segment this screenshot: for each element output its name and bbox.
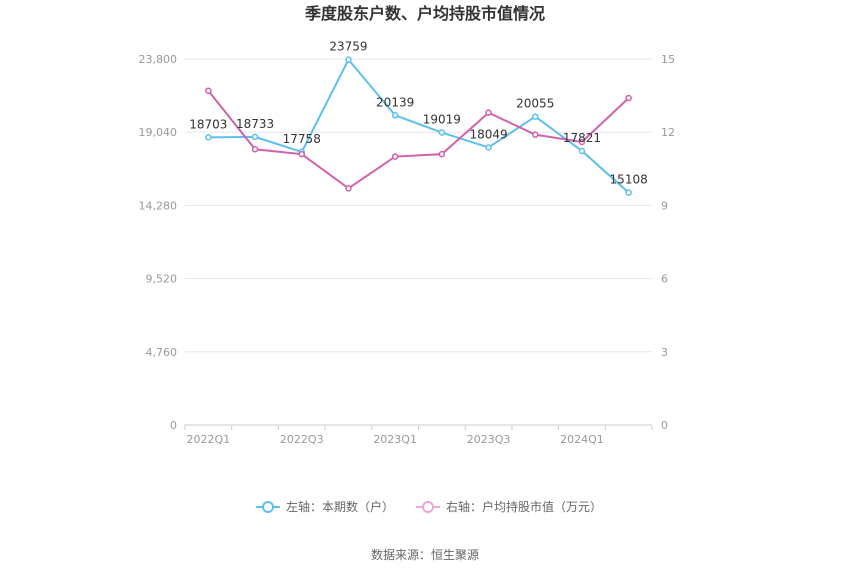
data-point[interactable] <box>625 94 632 102</box>
x-tick-label: 2023Q3 <box>467 433 511 446</box>
data-point[interactable] <box>345 185 352 192</box>
series-layer <box>205 56 632 196</box>
data-point[interactable] <box>205 134 212 141</box>
y-right-tick-label: 0 <box>661 419 668 432</box>
data-point[interactable] <box>485 144 492 151</box>
chart-title: 季度股东户数、户均持股市值情况 <box>304 4 545 23</box>
y-left-tick-label: 0 <box>170 419 177 432</box>
data-point[interactable] <box>438 129 446 136</box>
data-point[interactable] <box>251 146 259 153</box>
y-left-tick-label: 19,040 <box>139 126 178 139</box>
data-label: 23759 <box>329 40 367 54</box>
x-tick-label: 2024Q1 <box>560 433 604 446</box>
data-point[interactable] <box>532 113 539 120</box>
data-point[interactable] <box>578 138 586 146</box>
data-label: 17758 <box>283 132 321 146</box>
data-point[interactable] <box>391 153 399 160</box>
legend-item-1[interactable]: 右轴：户均持股市值（万元） <box>416 499 602 514</box>
data-label: 18049 <box>469 127 507 141</box>
legend-label: 左轴：本期数（户） <box>286 499 394 514</box>
legend-item-0[interactable]: 左轴：本期数（户） <box>256 499 394 514</box>
data-point[interactable] <box>438 150 446 158</box>
data-point[interactable] <box>251 133 259 141</box>
data-label: 19019 <box>423 113 461 127</box>
y-left-tick-label: 9,520 <box>146 273 178 286</box>
y-right-tick-label: 6 <box>661 273 668 286</box>
data-point[interactable] <box>391 112 399 119</box>
grid <box>185 58 652 353</box>
y-right-tick-label: 12 <box>661 126 675 139</box>
data-point[interactable] <box>345 56 352 63</box>
legend[interactable]: 左轴：本期数（户） 右轴：户均持股市值（万元） <box>256 499 602 514</box>
series-line-1 <box>207 90 630 190</box>
legend-label: 右轴：户均持股市值（万元） <box>446 499 602 514</box>
x-tick-label: 2022Q1 <box>187 433 231 446</box>
y-right-tick-label: 9 <box>661 199 668 212</box>
y-right-tick-label: 3 <box>661 346 668 359</box>
y-left-tick-label: 23,800 <box>139 53 178 66</box>
y-left-tick-label: 4,760 <box>146 346 178 359</box>
series-line-0 <box>208 57 630 194</box>
y-left-tick-label: 14,280 <box>139 199 178 212</box>
data-point[interactable] <box>625 189 632 196</box>
source-note: 数据来源：恒生聚源 <box>371 547 479 562</box>
data-label: 20055 <box>516 97 554 111</box>
data-label: 18733 <box>236 117 274 131</box>
y-right-tick-label: 15 <box>661 53 675 66</box>
data-label: 18703 <box>189 117 227 131</box>
x-tick-label: 2023Q1 <box>373 433 417 446</box>
data-point[interactable] <box>298 150 305 158</box>
data-point[interactable] <box>532 131 539 138</box>
data-point[interactable] <box>205 87 212 94</box>
data-label: 17821 <box>563 131 601 145</box>
data-label: 15108 <box>610 173 648 187</box>
axes: 0 4,760 9,520 14,280 19,040 23,800 0 3 6 9 12 15 202… <box>139 53 676 446</box>
legend-marker <box>422 501 434 513</box>
x-tick-label: 2022Q3 <box>280 433 324 446</box>
data-labels: 18703 18733 17758 23759 20139 19019 18049 20055… <box>189 40 647 187</box>
data-point[interactable] <box>485 109 492 116</box>
data-point[interactable] <box>578 147 586 155</box>
legend-marker <box>262 501 274 513</box>
data-label: 20139 <box>376 95 414 109</box>
